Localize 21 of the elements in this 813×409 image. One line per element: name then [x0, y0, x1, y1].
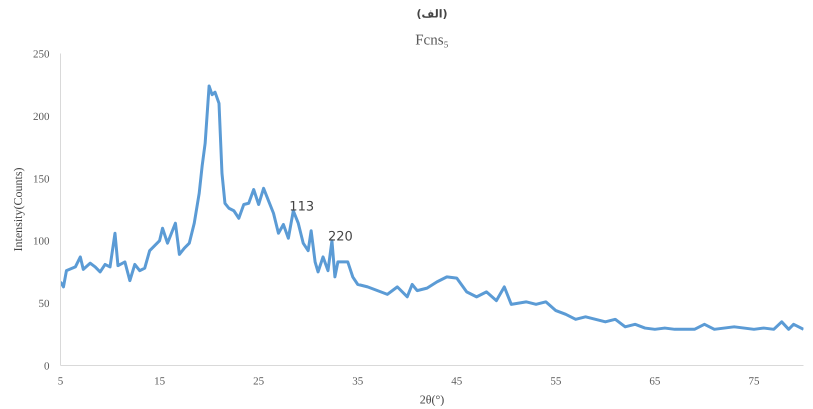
y-tick-label: 200 — [33, 110, 50, 123]
x-axis-title: 2θ(°) — [420, 392, 444, 406]
y-tick-label: 150 — [33, 173, 50, 186]
x-tick-label: 65 — [649, 376, 661, 388]
x-tick-label: 25 — [253, 376, 265, 388]
y-axis-title: Intensity(Counts) — [11, 167, 25, 252]
y-tick-label: 250 — [33, 48, 50, 60]
x-tick-label: 45 — [451, 376, 463, 388]
text: (الف) — [416, 8, 448, 20]
y-tick-label: 50 — [38, 298, 50, 310]
x-tick-label: 5 — [58, 376, 64, 388]
x-tick-label: 35 — [352, 376, 364, 388]
annotation: 113 — [289, 200, 314, 215]
x-tick-label: 55 — [550, 376, 562, 388]
x-tick-label: 15 — [154, 376, 166, 388]
line-series — [60, 84, 804, 331]
y-tick-label: 100 — [33, 236, 50, 248]
x-tick-label: 75 — [748, 376, 760, 388]
annotation: 220 — [328, 230, 353, 245]
y-tick-label: 0 — [44, 360, 50, 372]
chart-title: Fcns₅ — [415, 32, 449, 48]
